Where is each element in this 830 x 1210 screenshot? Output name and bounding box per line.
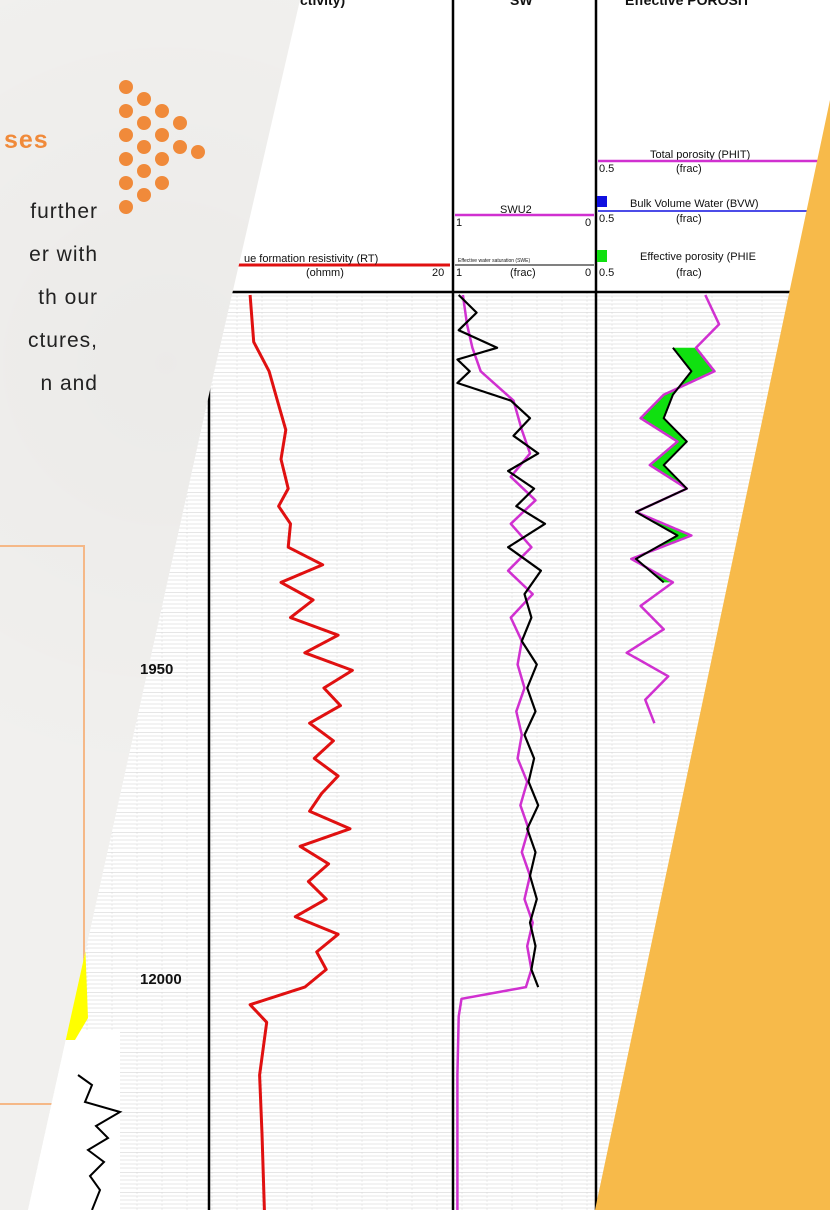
decor-dot: [155, 128, 169, 142]
swe-scale-left: 1: [456, 267, 462, 279]
swe-header-unit: (frac): [510, 267, 536, 279]
decor-dot: [191, 145, 205, 159]
decor-dot: [137, 140, 151, 154]
body-text-line-1: further: [30, 200, 98, 223]
body-text-line-4: ctures,: [27, 329, 98, 352]
inset-black-curve: [77, 1074, 123, 1210]
decorative-yellow-panel: [595, 100, 830, 1210]
decor-dot: [119, 128, 133, 142]
swu2-scale-left: 1: [456, 217, 462, 229]
decor-dot: [137, 116, 151, 130]
curve-por-1: [635, 347, 693, 584]
swu2-header-label: SWU2: [500, 204, 532, 216]
decor-dot: [119, 104, 133, 118]
body-text-line-3: th our: [38, 286, 98, 309]
decor-dot: [155, 152, 169, 166]
body-text-line-2: er with: [29, 243, 98, 266]
swu2-scale-right: 0: [585, 217, 591, 229]
bvw-header-unit: (frac): [676, 213, 702, 225]
phit-header-label: Total porosity (PHIT): [650, 149, 750, 161]
decor-dot: [119, 200, 133, 214]
bvw-scale-left: 0.5: [599, 213, 614, 225]
por-track-top-title: Effective POROSIT: [625, 0, 751, 8]
phit-scale-left: 0.5: [599, 163, 614, 175]
phie-legend-swatch: [597, 250, 607, 262]
rt-header-label: ue formation resistivity (RT): [244, 253, 378, 265]
swe-header-label: Effective water saturation (SWE): [458, 258, 530, 264]
rt-track-top-title: ctivity): [300, 0, 345, 8]
decor-dot: [155, 104, 169, 118]
lower-left-inset-bg: [28, 1030, 120, 1210]
bvw-legend-swatch: [597, 196, 607, 207]
swe-scale-right: 0: [585, 267, 591, 279]
effective-porosity-fill: [631, 347, 715, 583]
section-heading-fragment: ses: [4, 126, 49, 154]
phie-header-unit: (frac): [676, 267, 702, 279]
yellow-fill-inset: [50, 940, 88, 1040]
decor-dot: [119, 80, 133, 94]
curve-rt-0: [248, 294, 354, 1210]
decor-dot: [137, 164, 151, 178]
decor-dot: [173, 116, 187, 130]
decor-dot: [137, 188, 151, 202]
decor-dot: [137, 92, 151, 106]
phie-header-label: Effective porosity (PHIE: [640, 251, 756, 263]
callout-box-outline: [0, 545, 85, 1105]
bvw-header-label: Bulk Volume Water (BVW): [630, 198, 759, 210]
rt-scale-right: 20: [432, 267, 444, 279]
rt-header-unit: (ohmm): [306, 267, 344, 279]
curve-sw-1: [456, 294, 547, 988]
phie-scale-left: 0.5: [599, 267, 614, 279]
phit-header-unit: (frac): [676, 163, 702, 175]
body-text-line-5: n and: [40, 372, 98, 395]
orange-dot-arrow-decoration: [119, 80, 205, 214]
depth-label-1950: 1950: [140, 661, 173, 678]
decor-dot: [173, 140, 187, 154]
decor-dot: [155, 176, 169, 190]
depth-label-12000: 12000: [140, 971, 182, 988]
sw-track-top-title: SW: [510, 0, 533, 8]
decor-dot: [119, 176, 133, 190]
decor-dot: [119, 152, 133, 166]
